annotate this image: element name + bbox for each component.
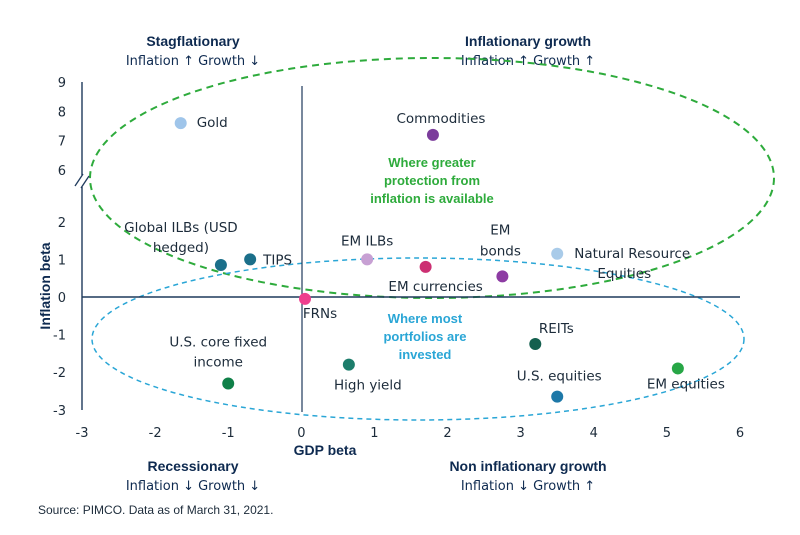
x-tick-label: 5 (663, 426, 671, 441)
x-tick-label: -3 (76, 426, 89, 441)
point-label-em-equities: EM equities (647, 376, 725, 392)
point-u-s-core-fixed-income (222, 377, 235, 390)
x-tick-label: 1 (370, 426, 378, 441)
x-tick-label: 4 (590, 426, 598, 441)
point-em-bonds (496, 270, 509, 283)
point-label-frns: FRNs (303, 306, 337, 322)
data-points (174, 117, 684, 403)
green-annotation-line-2: protection from (384, 173, 480, 188)
blue-annotation-line-3: invested (399, 347, 452, 362)
quadrant-subtitle-non-inflationary-growth: Inflation ↓ Growth ↑ (461, 479, 595, 494)
x-tick-label: -2 (149, 426, 162, 441)
source-note: Source: PIMCO. Data as of March 31, 2021… (38, 503, 273, 517)
point-label-commodities: Commodities (396, 111, 485, 127)
point-label-em-ilbs: EM ILBs (341, 233, 393, 249)
y-tick-label: -1 (53, 329, 66, 344)
point-label-em-currencies: EM currencies (388, 279, 482, 295)
quadrant-subtitle-recessionary: Inflation ↓ Growth ↓ (126, 479, 260, 494)
point-label-em-bonds: bonds (480, 243, 521, 259)
y-tick-label: 0 (58, 291, 66, 306)
x-tick-label: 6 (736, 426, 744, 441)
blue-annotation-line-2: portfolios are (383, 329, 466, 344)
point-high-yield (342, 358, 355, 371)
point-tips (244, 253, 257, 266)
inflation-protection-ellipse (89, 57, 775, 299)
point-em-equities (671, 362, 684, 375)
axis-break-marker (74, 173, 90, 189)
point-label-global-ilbs-usd-hedged: Global ILBs (USD (124, 220, 238, 236)
point-label-u-s-equities: U.S. equities (517, 369, 602, 385)
point-label-u-s-core-fixed-income: U.S. core fixed (169, 334, 267, 350)
y-tick-label: -3 (53, 404, 66, 419)
y-tick-label: 9 (58, 76, 66, 91)
quadrant-subtitle-stagflationary: Inflation ↑ Growth ↓ (126, 54, 260, 69)
y-tick-label: 1 (58, 253, 66, 268)
green-annotation-line-3: inflation is available (370, 191, 494, 206)
point-label-em-bonds: EM (490, 222, 510, 238)
blue-annotation: Where most portfolios are invested (383, 311, 466, 362)
point-label-reits: REITs (539, 321, 574, 337)
point-label-global-ilbs-usd-hedged: hedged) (153, 240, 209, 256)
point-label-natural-resource-equities: Natural Resource (574, 246, 690, 262)
green-annotation: Where greater protection from inflation … (370, 155, 494, 206)
quadrant-subtitle-inflationary-growth: Inflation ↑ Growth ↑ (461, 54, 595, 69)
point-label-natural-resource-equities: Equities (597, 266, 651, 282)
point-frns (298, 292, 311, 305)
y-tick-label: 2 (58, 216, 66, 231)
point-em-currencies (419, 260, 432, 273)
point-global-ilbs-usd-hedged (214, 259, 227, 272)
x-axis-label: GDP beta (294, 442, 357, 458)
point-gold (174, 117, 187, 130)
x-tick-label: -1 (222, 426, 235, 441)
quadrant-title-non-inflationary-growth: Non inflationary growth (449, 458, 606, 474)
quadrant-title-stagflationary: Stagflationary (146, 33, 240, 49)
quadrant-title-recessionary: Recessionary (147, 458, 238, 474)
x-tick-label: 2 (443, 426, 451, 441)
typical-portfolio-ellipse (91, 257, 745, 421)
point-u-s-equities (551, 390, 564, 403)
y-tick-label: 7 (58, 135, 66, 150)
point-reits (529, 338, 542, 350)
quadrant-title-inflationary-growth: Inflationary growth (465, 33, 591, 49)
x-tick-label: 0 (297, 426, 305, 441)
x-tick-label: 3 (517, 426, 525, 441)
x-tick-labels: -3 -2 -1 0 1 2 3 4 5 6 (76, 426, 745, 441)
green-annotation-line-1: Where greater (388, 155, 475, 170)
point-natural-resource-equities (551, 247, 564, 260)
y-tick-label: -2 (53, 366, 66, 381)
point-commodities (426, 128, 439, 141)
data-point-labels: Gold Commodities Global ILBs (USD hedged) TI… (124, 111, 725, 394)
blue-annotation-line-1: Where most (388, 311, 463, 326)
point-label-tips: TIPS (262, 252, 292, 268)
y-axis-label: Inflation beta (37, 242, 53, 329)
y-tick-label: 8 (58, 105, 66, 120)
point-em-ilbs (361, 253, 374, 266)
point-label-high-yield: High yield (334, 378, 402, 394)
y-tick-labels: -3 -2 -1 0 1 2 6 7 8 9 (53, 76, 66, 419)
point-label-gold: Gold (197, 115, 228, 131)
point-label-u-s-core-fixed-income: income (193, 354, 242, 370)
y-tick-label: 6 (58, 164, 66, 179)
